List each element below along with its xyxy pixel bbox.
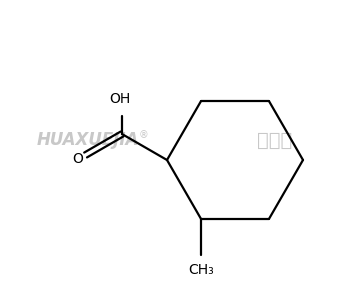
Text: ®: ® <box>138 130 148 140</box>
Text: O: O <box>72 152 83 166</box>
Text: OH: OH <box>109 92 131 106</box>
Text: 化学加: 化学加 <box>257 130 293 149</box>
Text: CH₃: CH₃ <box>188 263 214 277</box>
Text: HUAXUEJIA: HUAXUEJIA <box>37 131 139 149</box>
